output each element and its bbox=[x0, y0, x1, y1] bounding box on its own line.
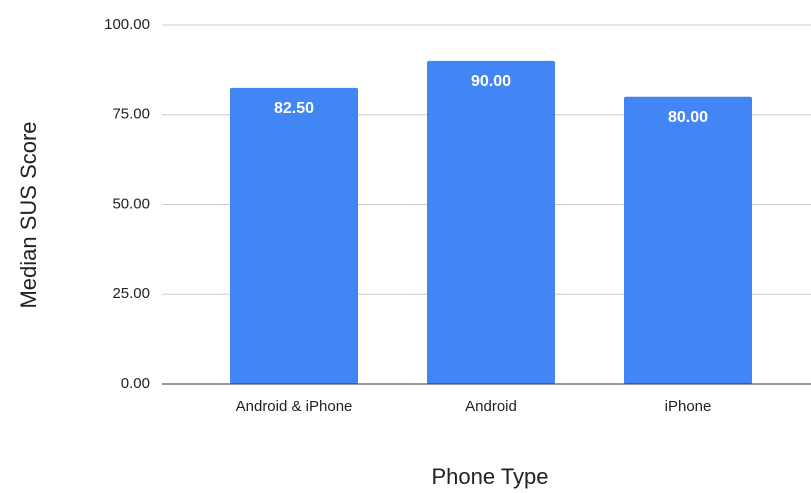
x-tick-label: iPhone bbox=[665, 398, 712, 415]
value-label: 90.00 bbox=[471, 73, 511, 90]
y-tick-label: 100.00 bbox=[104, 16, 150, 33]
x-tick-label: Android & iPhone bbox=[236, 398, 353, 415]
value-label: 80.00 bbox=[668, 109, 708, 126]
y-tick-label: 75.00 bbox=[112, 106, 150, 123]
y-axis-title: Median SUS Score bbox=[16, 121, 41, 308]
y-tick-label: 0.00 bbox=[121, 375, 150, 392]
x-axis-title: Phone Type bbox=[431, 464, 548, 489]
x-tick-label: Android bbox=[465, 398, 517, 415]
bar bbox=[624, 96, 752, 385]
bar bbox=[427, 60, 555, 385]
bar bbox=[230, 87, 358, 384]
y-tick-label: 25.00 bbox=[112, 285, 150, 302]
value-label: 82.50 bbox=[274, 100, 314, 117]
y-tick-label: 50.00 bbox=[112, 195, 150, 212]
